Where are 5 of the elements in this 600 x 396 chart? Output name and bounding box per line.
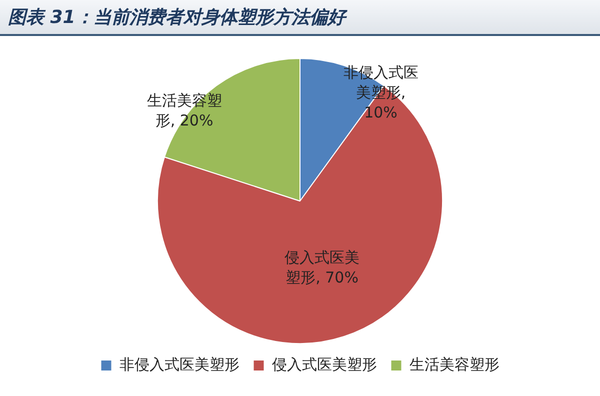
legend-label: 侵入式医美塑形 — [272, 355, 377, 374]
chart-title: 图表 31：当前消费者对身体塑形方法偏好 — [8, 6, 346, 29]
data-label: 侵入式医美塑形, 70% — [284, 248, 360, 287]
legend-label: 非侵入式医美塑形 — [119, 355, 240, 374]
legend-label: 生活美容塑形 — [409, 355, 500, 374]
